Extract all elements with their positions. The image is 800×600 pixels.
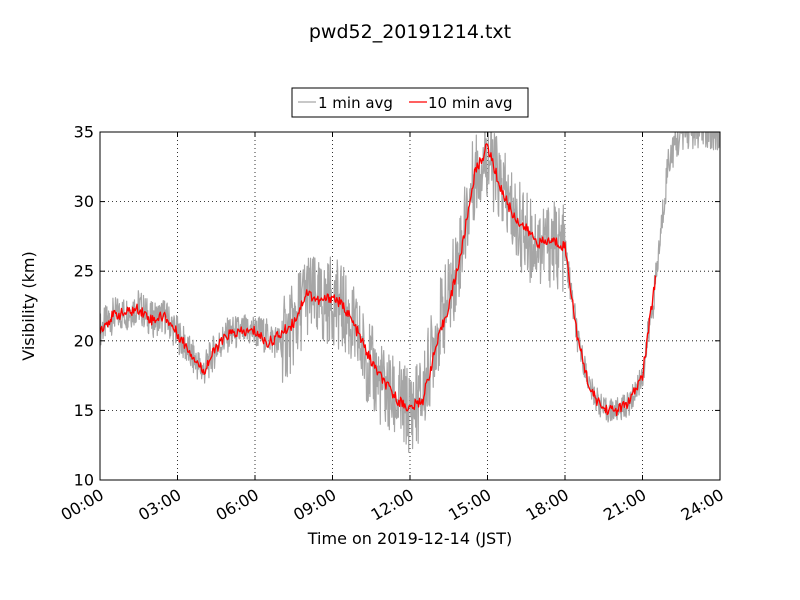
y-tick-label-1: 15 — [74, 401, 94, 420]
series-line-1min — [100, 132, 720, 453]
legend-label-10min: 10 min avg — [428, 94, 513, 112]
y-tick-label-3: 25 — [74, 262, 94, 281]
y-axis: 10 15 20 25 30 35 — [74, 123, 720, 490]
x-axis-label: Time on 2019-12-14 (JST) — [307, 529, 512, 548]
plot-area — [100, 132, 720, 480]
y-tick-label-0: 10 — [74, 471, 94, 490]
legend: 1 min avg 10 min avg — [291, 87, 529, 118]
y-tick-label-5: 35 — [74, 123, 94, 142]
series-layer — [100, 132, 720, 453]
y-tick-label-4: 30 — [74, 192, 94, 211]
y-axis-label: Visibility (km) — [19, 251, 38, 360]
y-tick-label-2: 20 — [74, 331, 94, 350]
series-line-10min — [100, 143, 657, 417]
legend-label-1min: 1 min avg — [318, 94, 393, 112]
chart-title: pwd52_20191214.txt — [309, 21, 511, 43]
